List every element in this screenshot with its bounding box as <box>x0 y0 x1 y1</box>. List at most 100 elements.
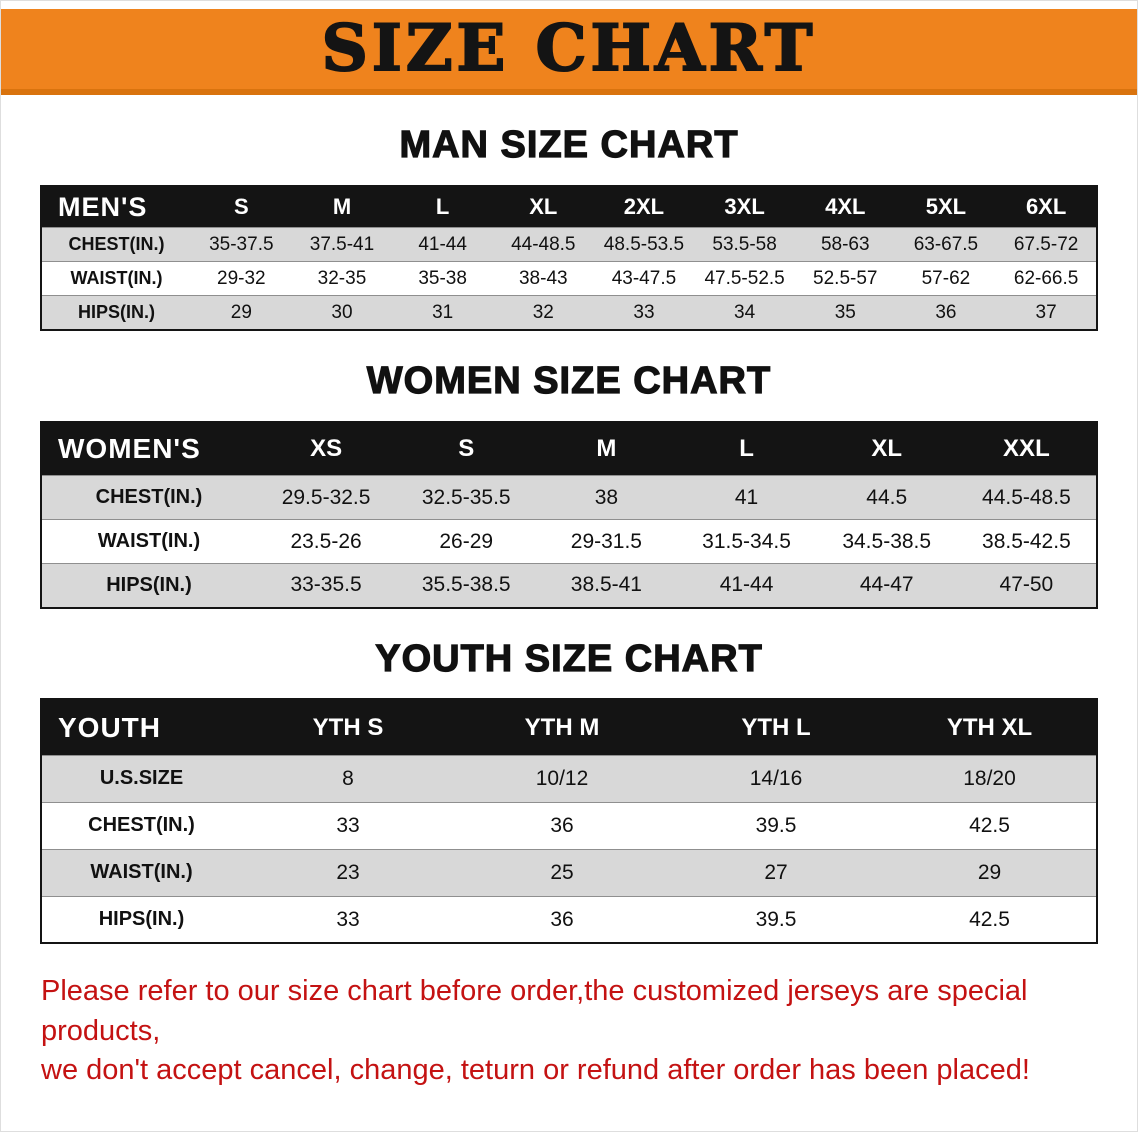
order-notice-line-1: Please refer to our size chart before or… <box>41 975 1028 1047</box>
men-size-section: MAN SIZE CHART MEN'S S M L XL 2XL 3XL 4XL 5XL 6XL… <box>1 124 1137 331</box>
table-row: CHEST(IN.) 29.5-32.5 32.5-35.5 38 41 44.5 44.5… <box>41 475 1097 520</box>
size-cell: 25 <box>550 860 574 884</box>
size-column-header: S <box>458 434 475 462</box>
table-corner-label: YOUTH <box>58 711 161 743</box>
size-cell: 33 <box>336 813 360 837</box>
size-cell: 31.5-34.5 <box>702 529 791 553</box>
size-column-header: S <box>233 194 249 220</box>
size-cell: 18/20 <box>963 766 1016 790</box>
size-column-header: L <box>739 434 754 462</box>
size-cell: 32.5-35.5 <box>421 485 511 509</box>
size-cell: 33-35.5 <box>290 573 362 597</box>
row-label: CHEST(IN.) <box>95 486 203 509</box>
size-column-header: YTH XL <box>946 713 1033 741</box>
women-section-title: WOMEN SIZE CHART <box>366 359 772 402</box>
size-cell: 29-31.5 <box>570 529 642 553</box>
table-corner-label: MEN'S <box>58 191 148 222</box>
youth-size-section: YOUTH SIZE CHART YOUTH YTH S YTH M YTH L YTH… <box>1 637 1137 945</box>
row-label: WAIST(IN.) <box>90 861 193 884</box>
women-size-section: WOMEN SIZE CHART WOMEN'S XS S M L XL XXL CHEST… <box>1 359 1137 609</box>
order-notice: Please refer to our size chart before or… <box>41 972 1097 1089</box>
size-cell: 35.5-38.5 <box>421 573 511 597</box>
table-row: CHEST(IN.) 33 36 39.5 42.5 <box>41 802 1097 850</box>
size-cell: 41-44 <box>418 233 467 255</box>
size-cell: 26-29 <box>439 529 494 553</box>
size-column-header: XXL <box>1003 434 1050 462</box>
table-row: CHEST(IN.) 35-37.5 37.5-41 41-44 44-48.5 48.5… <box>41 227 1097 262</box>
size-column-header: YTH M <box>524 713 600 741</box>
size-cell: 33 <box>336 907 360 931</box>
size-cell: 41 <box>734 485 759 509</box>
table-row: WAIST(IN.) 29-32 32-35 35-38 38-43 43-47.5 47.… <box>41 261 1097 296</box>
size-cell: 48.5-53.5 <box>603 233 685 255</box>
size-cell: 31 <box>432 301 454 323</box>
women-size-table: WOMEN'S XS S M L XL XXL CHEST(IN.) 29.5-32.5 32.… <box>40 420 1098 609</box>
men-table-header: MEN'S S M L XL 2XL 3XL 4XL 5XL 6XL <box>41 185 1097 228</box>
table-row: WAIST(IN.) 23.5-26 26-29 29-31.5 31.5-34.5 34… <box>41 519 1097 564</box>
size-cell: 38.5-42.5 <box>982 529 1071 553</box>
size-column-header: 3XL <box>724 194 765 220</box>
order-notice-line-2: we don't accept cancel, change, teturn o… <box>41 1053 1030 1086</box>
size-cell: 67.5-72 <box>1013 233 1079 255</box>
size-cell: 57-62 <box>921 267 971 289</box>
size-cell: 37.5-41 <box>309 233 375 255</box>
size-cell: 44-47 <box>859 573 914 597</box>
table-row: U.S.SIZE 8 10/12 14/16 18/20 <box>41 755 1097 803</box>
row-label: HIPS(IN.) <box>77 302 155 323</box>
size-cell: 39.5 <box>755 813 797 837</box>
women-table-header: WOMEN'S XS S M L XL XXL <box>41 421 1097 476</box>
table-header-row: WOMEN'S XS S M L XL XXL <box>41 421 1097 476</box>
youth-table-body: U.S.SIZE 8 10/12 14/16 18/20 CHEST(IN.) 33 36 39… <box>41 755 1097 944</box>
size-cell: 38.5-41 <box>570 573 642 597</box>
table-header-row: MEN'S S M L XL 2XL 3XL 4XL 5XL 6XL <box>41 185 1097 228</box>
youth-table-header: YOUTH YTH S YTH M YTH L YTH XL <box>41 699 1097 756</box>
size-cell: 35 <box>834 301 856 323</box>
size-cell: 36 <box>550 907 574 931</box>
size-cell: 44-48.5 <box>511 233 576 255</box>
size-cell: 29 <box>977 860 1002 884</box>
size-cell: 30 <box>331 301 353 323</box>
size-cell: 38-43 <box>518 267 568 289</box>
row-label: CHEST(IN.) <box>88 814 195 837</box>
men-size-table: MEN'S S M L XL 2XL 3XL 4XL 5XL 6XL CHEST(IN.) 35-3… <box>40 184 1098 331</box>
table-header-row: YOUTH YTH S YTH M YTH L YTH XL <box>41 699 1097 756</box>
size-cell: 36 <box>935 301 957 323</box>
size-cell: 29.5-32.5 <box>281 485 371 509</box>
row-label: U.S.SIZE <box>99 767 184 790</box>
size-cell: 44.5 <box>866 485 908 509</box>
size-cell: 41-44 <box>719 573 774 597</box>
size-cell: 29 <box>230 301 252 323</box>
size-cell: 23.5-26 <box>290 529 362 553</box>
size-cell: 32 <box>532 301 554 323</box>
size-column-header: XL <box>871 434 903 462</box>
size-cell: 42.5 <box>969 907 1010 931</box>
size-cell: 47.5-52.5 <box>704 267 785 289</box>
size-cell: 63-67.5 <box>913 233 979 255</box>
banner-title: SIZE CHART <box>321 11 817 86</box>
size-cell: 32-35 <box>317 267 367 289</box>
row-label: HIPS(IN.) <box>98 908 185 931</box>
size-column-header: 2XL <box>623 194 665 220</box>
size-cell: 34.5-38.5 <box>842 529 932 553</box>
size-column-header: 5XL <box>925 194 967 220</box>
size-cell: 37 <box>1035 301 1057 323</box>
size-cell: 43-47.5 <box>611 267 677 289</box>
size-cell: 35-38 <box>418 267 467 289</box>
row-label: WAIST(IN.) <box>70 268 163 289</box>
size-column-header: L <box>435 194 450 220</box>
table-row: WAIST(IN.) 23 25 27 29 <box>41 849 1097 897</box>
size-cell: 10/12 <box>535 766 589 790</box>
size-cell: 34 <box>734 301 756 323</box>
size-chart-banner: SIZE CHART <box>1 9 1137 95</box>
row-label: CHEST(IN.) <box>68 234 165 255</box>
table-row: HIPS(IN.) 29 30 31 32 33 34 35 36 37 <box>41 295 1097 330</box>
size-column-header: YTH S <box>312 713 384 741</box>
size-cell: 62-66.5 <box>1013 267 1079 289</box>
size-cell: 58-63 <box>820 233 870 255</box>
size-cell: 35-37.5 <box>209 233 274 255</box>
size-cell: 36 <box>550 813 574 837</box>
men-section-title: MAN SIZE CHART <box>399 124 739 167</box>
size-cell: 14/16 <box>749 766 803 790</box>
size-cell: 27 <box>764 860 788 884</box>
